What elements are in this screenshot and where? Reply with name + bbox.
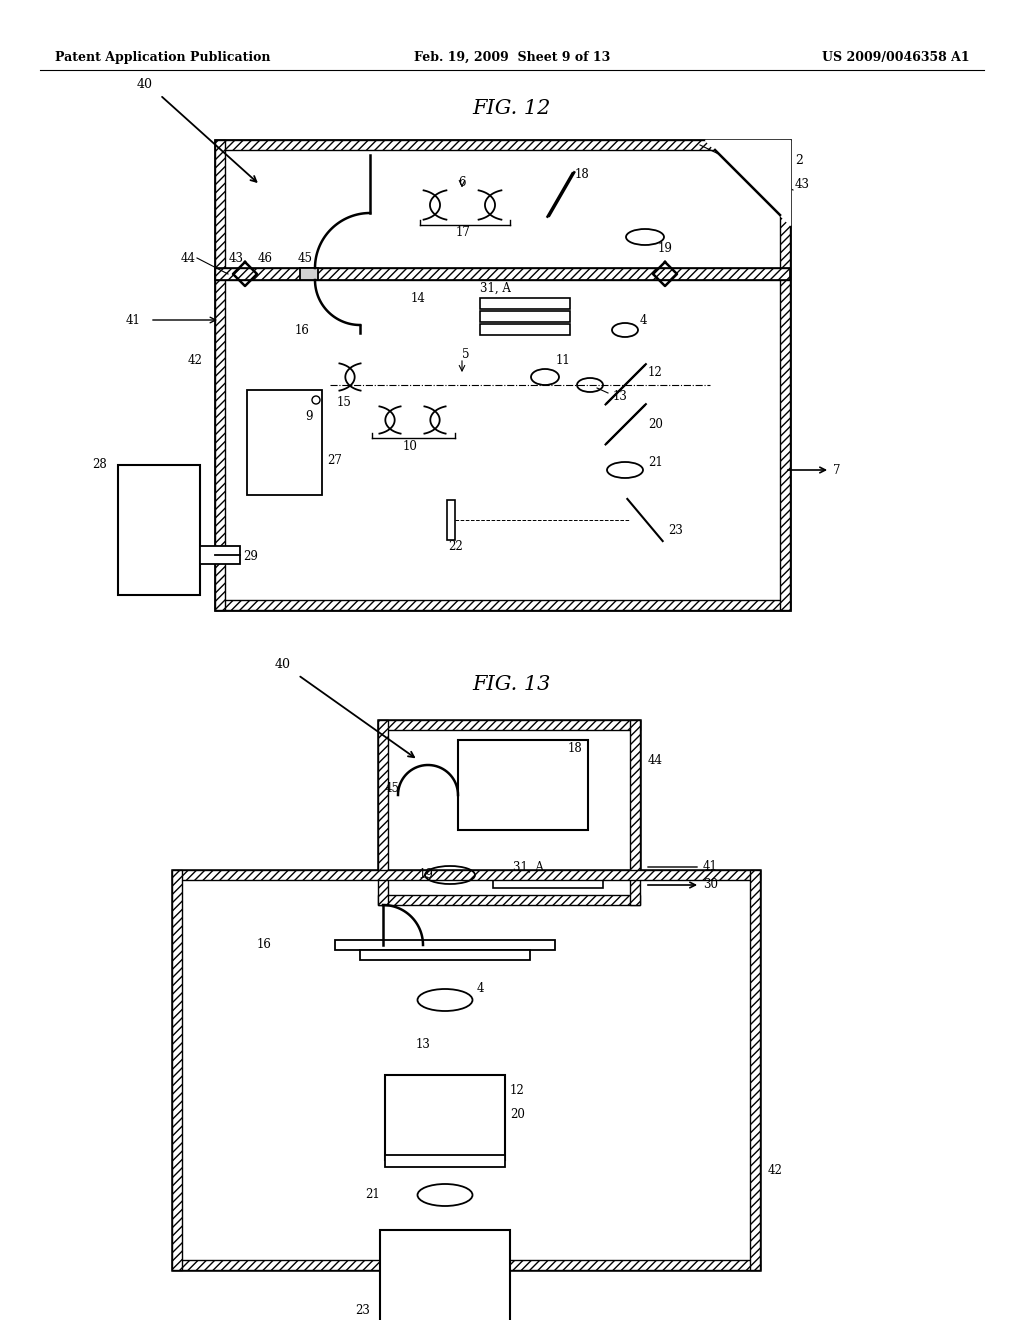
Bar bbox=[780, 140, 790, 610]
Bar bbox=[630, 719, 640, 906]
Text: 21: 21 bbox=[648, 455, 663, 469]
Text: 19: 19 bbox=[658, 243, 673, 256]
Text: 16: 16 bbox=[295, 323, 310, 337]
Text: 9: 9 bbox=[305, 411, 312, 424]
Bar bbox=[378, 719, 640, 730]
Text: 18: 18 bbox=[575, 169, 590, 181]
Text: 12: 12 bbox=[510, 1084, 524, 1097]
Text: 27: 27 bbox=[327, 454, 342, 466]
Text: 42: 42 bbox=[768, 1163, 783, 1176]
Bar bbox=[215, 140, 790, 610]
Text: 29: 29 bbox=[243, 549, 258, 562]
Text: 28: 28 bbox=[92, 458, 106, 471]
Text: 42: 42 bbox=[188, 354, 203, 367]
Text: 19: 19 bbox=[418, 869, 433, 882]
Text: 4: 4 bbox=[477, 982, 484, 994]
Bar bbox=[118, 465, 200, 595]
Text: 43: 43 bbox=[795, 178, 810, 191]
Text: 41: 41 bbox=[703, 861, 718, 874]
Text: 7: 7 bbox=[833, 463, 841, 477]
Text: 16: 16 bbox=[257, 939, 272, 952]
Text: 31, A: 31, A bbox=[480, 281, 511, 294]
Text: 45: 45 bbox=[298, 252, 312, 264]
Bar bbox=[480, 312, 570, 322]
Bar bbox=[378, 719, 388, 906]
Text: 44: 44 bbox=[181, 252, 196, 264]
Text: 15: 15 bbox=[337, 396, 352, 409]
Text: 43: 43 bbox=[228, 252, 244, 264]
Text: 46: 46 bbox=[257, 252, 272, 264]
Bar bbox=[172, 870, 760, 1270]
Text: 11: 11 bbox=[556, 354, 570, 367]
Text: 22: 22 bbox=[449, 540, 463, 553]
Text: 17: 17 bbox=[456, 227, 470, 239]
Bar bbox=[385, 1074, 505, 1160]
Text: 40: 40 bbox=[275, 659, 291, 672]
Text: 23: 23 bbox=[355, 1304, 370, 1316]
Bar bbox=[247, 389, 322, 495]
Bar bbox=[200, 546, 240, 564]
Bar bbox=[378, 719, 640, 906]
Text: 40: 40 bbox=[137, 78, 153, 91]
Bar bbox=[215, 268, 790, 280]
Bar bbox=[215, 140, 225, 610]
Text: US 2009/0046358 A1: US 2009/0046358 A1 bbox=[822, 50, 970, 63]
Text: 44: 44 bbox=[648, 754, 663, 767]
Bar bbox=[447, 500, 455, 540]
Bar bbox=[480, 298, 570, 309]
Text: 6: 6 bbox=[459, 177, 466, 190]
Text: FIG. 12: FIG. 12 bbox=[473, 99, 551, 117]
Bar bbox=[215, 268, 790, 280]
Text: 20: 20 bbox=[510, 1109, 525, 1122]
Bar bbox=[335, 940, 555, 950]
Text: 2: 2 bbox=[795, 153, 803, 166]
Bar bbox=[750, 870, 760, 1270]
Text: 12: 12 bbox=[648, 367, 663, 380]
Text: Patent Application Publication: Patent Application Publication bbox=[55, 50, 270, 63]
Text: 18: 18 bbox=[568, 742, 583, 755]
Text: 10: 10 bbox=[402, 440, 418, 453]
Bar bbox=[215, 140, 790, 150]
Bar bbox=[380, 1230, 510, 1320]
Polygon shape bbox=[705, 140, 790, 224]
Text: 20: 20 bbox=[648, 418, 663, 432]
Text: 45: 45 bbox=[385, 781, 400, 795]
Bar bbox=[360, 950, 530, 960]
Text: 21: 21 bbox=[366, 1188, 380, 1201]
Bar bbox=[215, 601, 790, 610]
Text: Feb. 19, 2009  Sheet 9 of 13: Feb. 19, 2009 Sheet 9 of 13 bbox=[414, 50, 610, 63]
Bar bbox=[480, 323, 570, 335]
Text: 4: 4 bbox=[640, 314, 647, 326]
Text: 14: 14 bbox=[411, 292, 425, 305]
Text: 13: 13 bbox=[613, 391, 628, 404]
Bar bbox=[493, 880, 603, 888]
Bar bbox=[385, 1155, 505, 1167]
Bar bbox=[458, 741, 588, 830]
Bar bbox=[378, 895, 640, 906]
Text: 23: 23 bbox=[668, 524, 683, 536]
Text: 30: 30 bbox=[703, 879, 718, 891]
Text: 13: 13 bbox=[416, 1039, 430, 1052]
Bar bbox=[172, 1261, 760, 1270]
Text: FIG. 13: FIG. 13 bbox=[473, 676, 551, 694]
Text: 41: 41 bbox=[125, 314, 140, 326]
Text: 5: 5 bbox=[462, 348, 469, 362]
Bar bbox=[172, 870, 182, 1270]
Bar bbox=[172, 870, 760, 880]
Bar bbox=[300, 268, 318, 280]
Text: 31, A: 31, A bbox=[513, 861, 544, 874]
